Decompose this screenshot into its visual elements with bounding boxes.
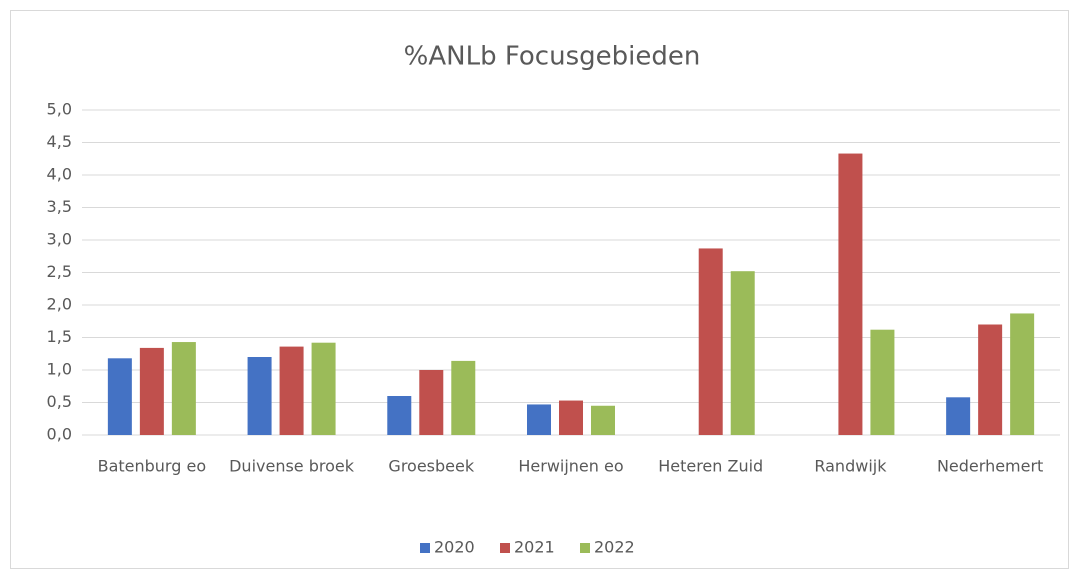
bar [591,405,615,435]
bar [698,248,723,435]
legend-swatch [500,543,510,553]
bar [419,370,444,435]
bar [387,396,412,435]
chart-border [10,10,1069,569]
y-tick-label: 3,5 [47,197,72,216]
chart-title: %ANLb Focusgebieden [404,42,701,72]
y-tick-label: 0,5 [47,392,72,411]
x-tick-label: Nederhemert [937,457,1043,476]
bar [1010,313,1035,435]
bar [279,346,304,435]
bar [730,271,755,435]
legend-swatch [420,543,430,553]
y-tick-label: 4,5 [47,132,72,151]
bar [946,397,971,435]
bar [247,357,272,435]
y-tick-label: 1,0 [47,360,72,379]
y-tick-label: 3,0 [47,230,72,249]
x-tick-label: Batenburg eo [98,457,207,476]
x-tick-label: Groesbeek [388,457,474,476]
bar [838,153,863,436]
y-tick-label: 0,0 [47,425,72,444]
y-tick-label: 5,0 [47,100,72,119]
bar [870,329,895,435]
x-tick-label: Randwijk [814,457,887,476]
bar [451,360,476,435]
bar [171,342,196,435]
bar [527,404,551,435]
bar [559,400,583,435]
y-tick-label: 2,0 [47,295,72,314]
y-tick-label: 1,5 [47,327,72,346]
bar [311,342,336,435]
x-tick-label: Duivense broek [229,457,355,476]
legend-label: 2022 [594,538,635,557]
bar [978,324,1003,435]
legend-label: 2021 [514,538,555,557]
x-tick-label: Herwijnen eo [518,457,623,476]
legend-label: 2020 [434,538,475,557]
bar [107,358,132,435]
bar [139,347,164,435]
y-tick-label: 4,0 [47,165,72,184]
y-tick-label: 2,5 [47,262,72,281]
legend-swatch [580,543,590,553]
x-tick-label: Heteren Zuid [658,457,763,476]
